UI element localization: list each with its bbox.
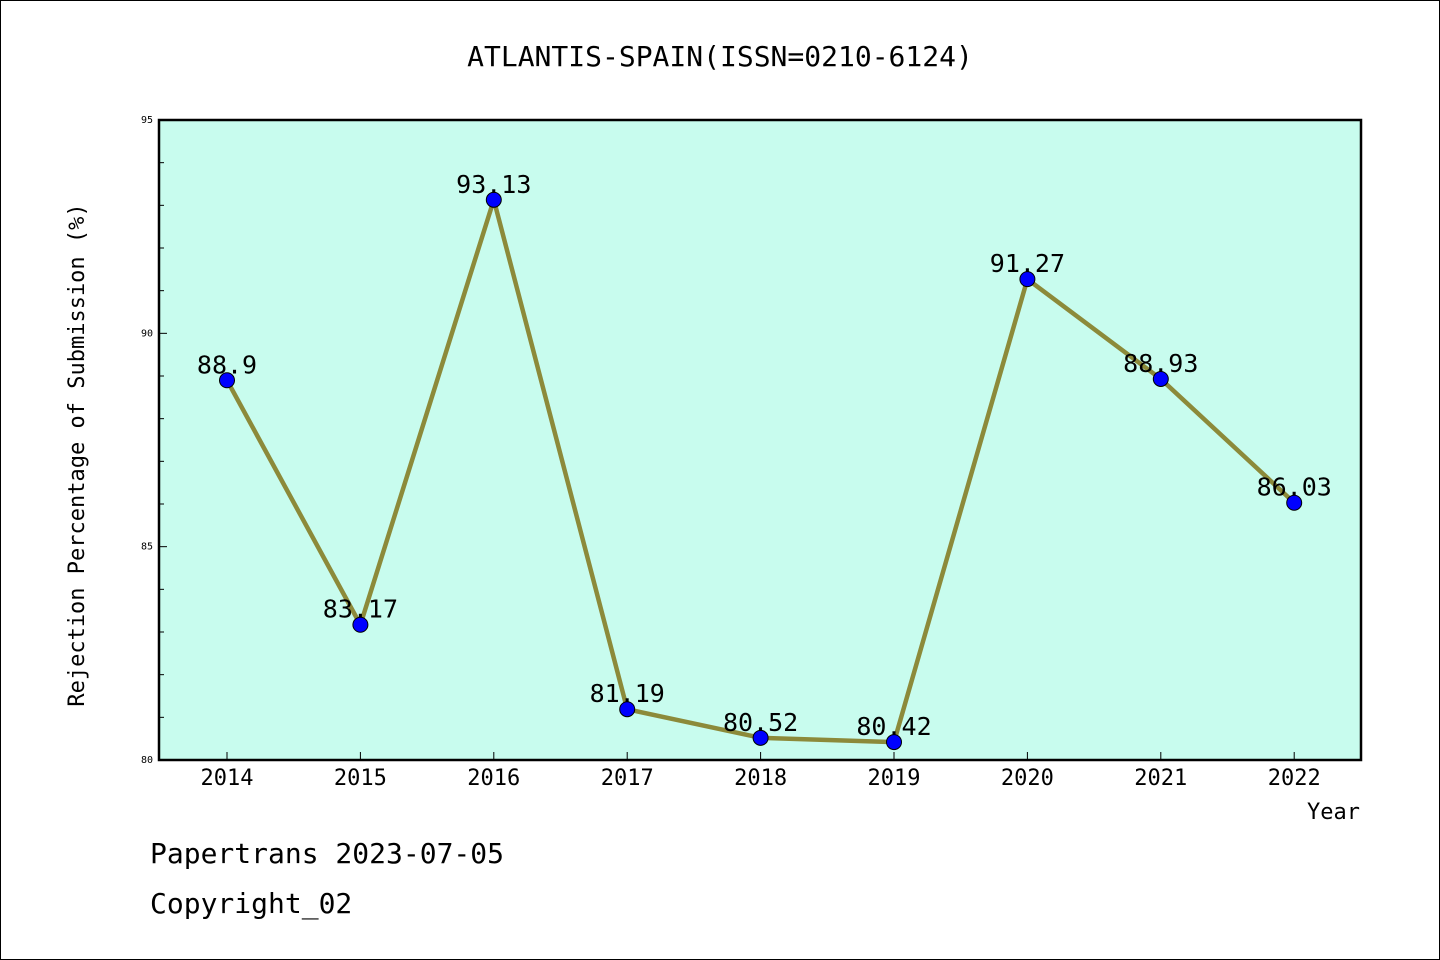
data-point (352, 616, 369, 633)
y-tick-label: 80 (141, 755, 153, 766)
data-label: 93.13 (456, 170, 531, 199)
y-axis-ticks: 80 85 90 95 (141, 115, 167, 766)
data-label: 83.17 (323, 595, 398, 624)
x-axis-label: Year (1307, 800, 1360, 825)
x-tick-label: 2015 (334, 766, 387, 791)
data-point (219, 372, 235, 389)
data-point (886, 734, 902, 751)
x-tick-label: 2021 (1134, 766, 1187, 791)
x-tick-label: 2018 (734, 766, 787, 791)
y-tick-label: 90 (141, 328, 153, 339)
data-point (1019, 271, 1036, 288)
x-tick-label: 2022 (1268, 766, 1321, 791)
x-axis-ticks: 2014 2015 2016 2017 2018 2019 2020 2021 2022 (201, 752, 1321, 791)
data-label: 88.93 (1123, 349, 1198, 378)
plot-area (157, 118, 1363, 762)
y-tick-label: 95 (141, 115, 153, 126)
x-tick-label: 2020 (1001, 766, 1054, 791)
chart-title: ATLANTIS-SPAIN(ISSN=0210-6124) (467, 40, 973, 73)
x-tick-label: 2017 (601, 766, 654, 791)
data-label: 86.03 (1257, 473, 1332, 502)
data-point (619, 701, 636, 718)
x-tick-label: 2014 (201, 766, 254, 791)
x-tick-label: 2019 (868, 766, 921, 791)
footer-date: Papertrans 2023-07-05 (150, 837, 504, 870)
y-tick-label: 85 (141, 542, 153, 553)
data-point (1152, 370, 1169, 387)
x-tick-label: 2016 (467, 766, 520, 791)
data-label: 80.42 (856, 712, 931, 741)
data-label: 80.52 (723, 708, 798, 737)
series-group: 88.9 83.17 93.13 81.19 80.52 80.42 91.27 88.93 8… (197, 170, 1332, 751)
data-point (1286, 494, 1303, 511)
data-label: 81.19 (590, 679, 665, 708)
data-label: 91.27 (990, 249, 1065, 278)
data-point (485, 191, 502, 208)
footer-copyright: Copyright_02 (150, 887, 352, 921)
data-point (752, 729, 769, 746)
data-label: 88.9 (197, 350, 257, 379)
y-axis-label: Rejection Percentage of Submission (%) (65, 203, 90, 706)
